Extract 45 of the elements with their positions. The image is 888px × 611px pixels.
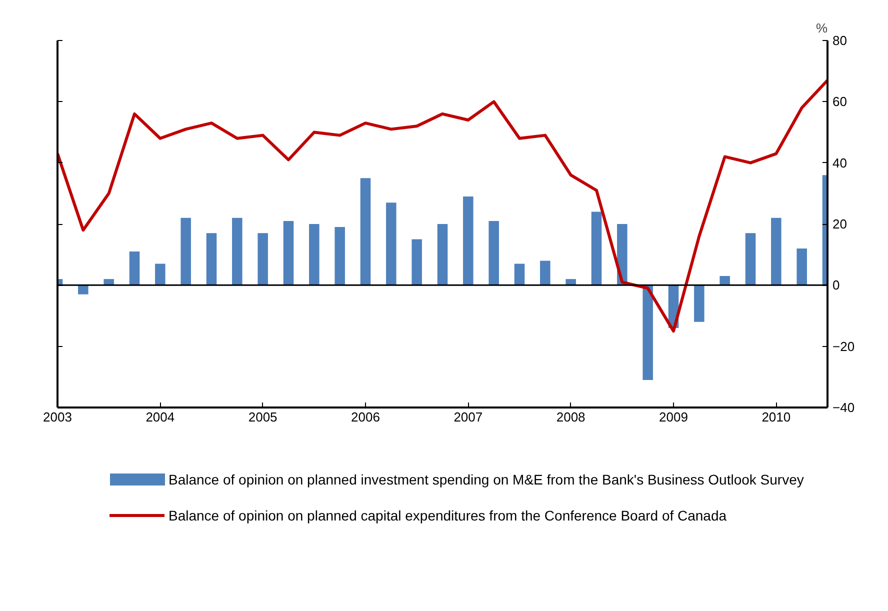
x-tick-label: 2007	[454, 410, 483, 424]
bar	[694, 285, 704, 322]
bar	[566, 279, 576, 286]
x-tick-label: 2006	[351, 410, 380, 424]
x-tick-label: 2008	[556, 410, 586, 424]
bar	[180, 218, 191, 286]
y-tick-label: 80	[832, 33, 847, 48]
bar	[437, 224, 448, 286]
y-axis-title: %	[816, 20, 828, 36]
x-tick-label: 2004	[146, 410, 175, 424]
line-series	[58, 78, 828, 333]
bar	[129, 252, 140, 286]
bar	[591, 212, 602, 286]
bar	[206, 233, 217, 286]
bar	[104, 279, 114, 286]
x-tick-label: 2005	[248, 410, 278, 424]
y-tick-label: −40	[832, 400, 855, 415]
y-tick-label: −20	[832, 338, 855, 354]
bar	[334, 227, 345, 286]
bar	[540, 260, 550, 286]
y-tick-label: 40	[832, 155, 847, 170]
bar	[642, 285, 653, 380]
bar	[771, 218, 782, 286]
bar	[412, 239, 422, 286]
bar	[258, 233, 268, 286]
bar	[360, 178, 371, 286]
bar	[488, 220, 499, 286]
bar	[745, 233, 756, 286]
bar	[720, 276, 730, 286]
bar	[283, 220, 294, 286]
bar	[155, 264, 166, 286]
bar	[796, 248, 807, 286]
y-tick-label: 0	[832, 278, 840, 293]
bar	[514, 264, 525, 286]
bar	[232, 218, 242, 286]
x-tick-label: 2009	[659, 410, 688, 424]
x-tick-label: 2003	[43, 410, 72, 424]
y-tick-label: 20	[832, 216, 847, 232]
bar	[309, 224, 320, 286]
bar	[386, 202, 396, 286]
bar	[463, 196, 474, 286]
y-tick-label: 60	[832, 94, 847, 110]
legend-label: Balance of opinion on planned capital expenditures from the Conference Board of Canada	[168, 508, 727, 524]
legend-label: Balance of opinion on planned investment spending on M&E from the Bank's Business Outlook Survey	[168, 472, 804, 488]
x-tick-label: 2010	[762, 410, 791, 424]
